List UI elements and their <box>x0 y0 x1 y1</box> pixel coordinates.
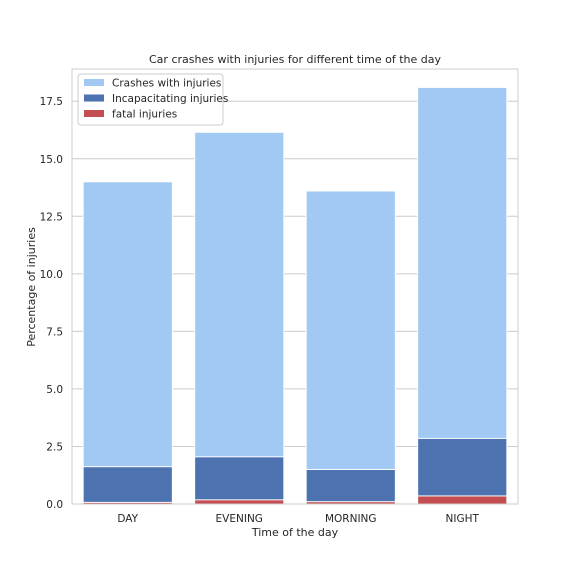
y-tick-label: 17.5 <box>40 96 63 108</box>
y-tick-label: 7.5 <box>46 326 63 338</box>
x-axis-label: Time of the day <box>251 526 339 539</box>
legend-swatch <box>84 79 104 86</box>
x-tick-label: MORNING <box>325 513 377 525</box>
legend-swatch <box>84 94 104 102</box>
legend-swatch <box>84 110 104 117</box>
bar-crashes-night <box>417 86 508 505</box>
y-tick-label: 10.0 <box>40 269 63 281</box>
bar-crashes-evening <box>194 131 285 505</box>
x-tick-labels: DAY EVENING MORNING NIGHT <box>117 513 479 525</box>
y-axis-label: Percentage of injuries <box>25 227 38 347</box>
legend-entry: Incapacitating injuries <box>112 93 228 105</box>
legend-entry: Crashes with injuries <box>112 78 221 90</box>
bar-crashes-day <box>82 181 173 505</box>
y-tick-label: 5.0 <box>46 384 63 396</box>
y-tick-labels: 0.0 2.5 5.0 7.5 10.0 12.5 15.0 17.5 <box>40 96 63 511</box>
x-tick-label: DAY <box>117 513 138 525</box>
bars <box>82 86 508 505</box>
plot-frame <box>71 68 519 505</box>
y-tick-label: 15.0 <box>40 154 63 166</box>
bar-incapacitating-day <box>82 466 173 505</box>
legend-box <box>77 73 224 126</box>
bar-fatal-evening <box>194 499 285 505</box>
x-tick-label: NIGHT <box>446 513 480 525</box>
bar-incapacitating-evening <box>194 456 285 505</box>
y-tick-label: 0.0 <box>46 499 63 511</box>
legend-entry: fatal injuries <box>112 109 177 121</box>
legend: Crashes with injuries Incapacitating inju… <box>77 73 228 126</box>
x-tick-label: EVENING <box>216 513 263 525</box>
chart-title: Car crashes with injuries for different … <box>149 53 441 66</box>
y-tick-label: 2.5 <box>46 441 63 453</box>
bar-incapacitating-morning <box>305 468 396 505</box>
bar-fatal-night <box>417 495 508 505</box>
y-tick-label: 12.5 <box>40 211 63 223</box>
bar-incapacitating-night <box>417 437 508 505</box>
bar-crashes-morning <box>305 190 396 505</box>
